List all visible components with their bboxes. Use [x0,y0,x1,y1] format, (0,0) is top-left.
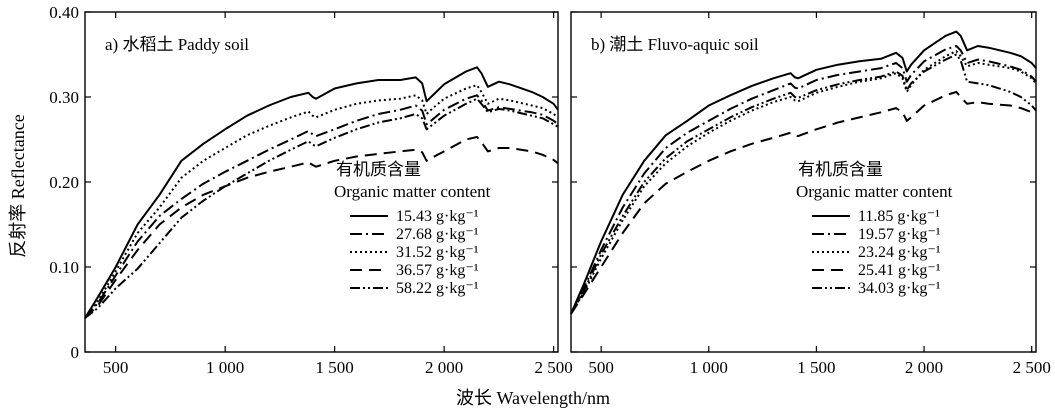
legend-label-1: 15.43 g·kg⁻¹ [396,208,479,225]
panel-title: a) 水稻土 Paddy soil [105,35,249,54]
series-line-5 [84,97,559,319]
legend-title-cn: 有机质含量 [336,160,421,179]
series-line-3 [84,84,559,319]
legend-label-4: 25.41 g·kg⁻¹ [858,262,941,279]
x-tick-label: 1 000 [690,358,728,377]
y-tick-label: 0.20 [49,173,79,192]
y-axis-label: 反射率 Reflectance [8,114,28,257]
legend-label-3: 23.24 g·kg⁻¹ [858,244,941,261]
legend-label-5: 58.22 g·kg⁻¹ [396,280,479,297]
y-tick-label: 0.10 [49,258,79,277]
x-tick-label: 2 000 [425,358,463,377]
legend-label-2: 27.68 g·kg⁻¹ [396,226,479,243]
series-line-4 [84,136,559,319]
x-tick-label: 500 [588,358,614,377]
legend-title-en: Organic matter content [796,182,953,201]
series-line-5 [570,53,1037,315]
chart-panel-a: 500 1 000 1 500 2 000 2 500 0 0.10 0.20 0.30 0.40… [49,3,572,377]
x-axis-label: 波长 Wavelength/nm [456,388,610,408]
panel-title: b) 潮土 Fluvo-aquic soil [591,35,759,54]
legend-title-cn: 有机质含量 [798,160,883,179]
y-tick-label: 0.30 [49,88,79,107]
legend-label-1: 11.85 g·kg⁻¹ [858,208,940,225]
legend-label-3: 31.52 g·kg⁻¹ [396,244,479,261]
series-line-2 [84,94,559,319]
series-line-1 [570,30,1037,315]
series-line-2 [570,45,1037,315]
x-tick-label: 1 500 [797,358,835,377]
x-tick-label: 2 500 [1013,358,1051,377]
y-tick-label: 0 [71,343,80,362]
legend-label-2: 19.57 g·kg⁻¹ [858,226,941,243]
x-tick-label: 1 000 [206,358,244,377]
series-line-3 [570,50,1037,315]
y-tick-label: 0.40 [49,3,79,22]
x-tick-label: 500 [103,358,129,377]
x-tick-label: 1 500 [316,358,354,377]
series-line-1 [84,66,559,319]
panels: 500 1 000 1 500 2 000 2 500 0 0.10 0.20 0.30 0.40… [49,3,1051,377]
x-tick-label: 2 500 [534,358,572,377]
chart-panel-b: 500 1 000 1 500 2 000 2 500 b) 潮土 Fluvo-aquic… [570,11,1051,377]
legend-label-4: 36.57 g·kg⁻¹ [396,262,479,279]
series-line-4 [570,90,1037,315]
legend-label-5: 34.03 g·kg⁻¹ [858,280,941,297]
legend-title-en: Organic matter content [334,182,491,201]
x-tick-label: 2 000 [905,358,943,377]
